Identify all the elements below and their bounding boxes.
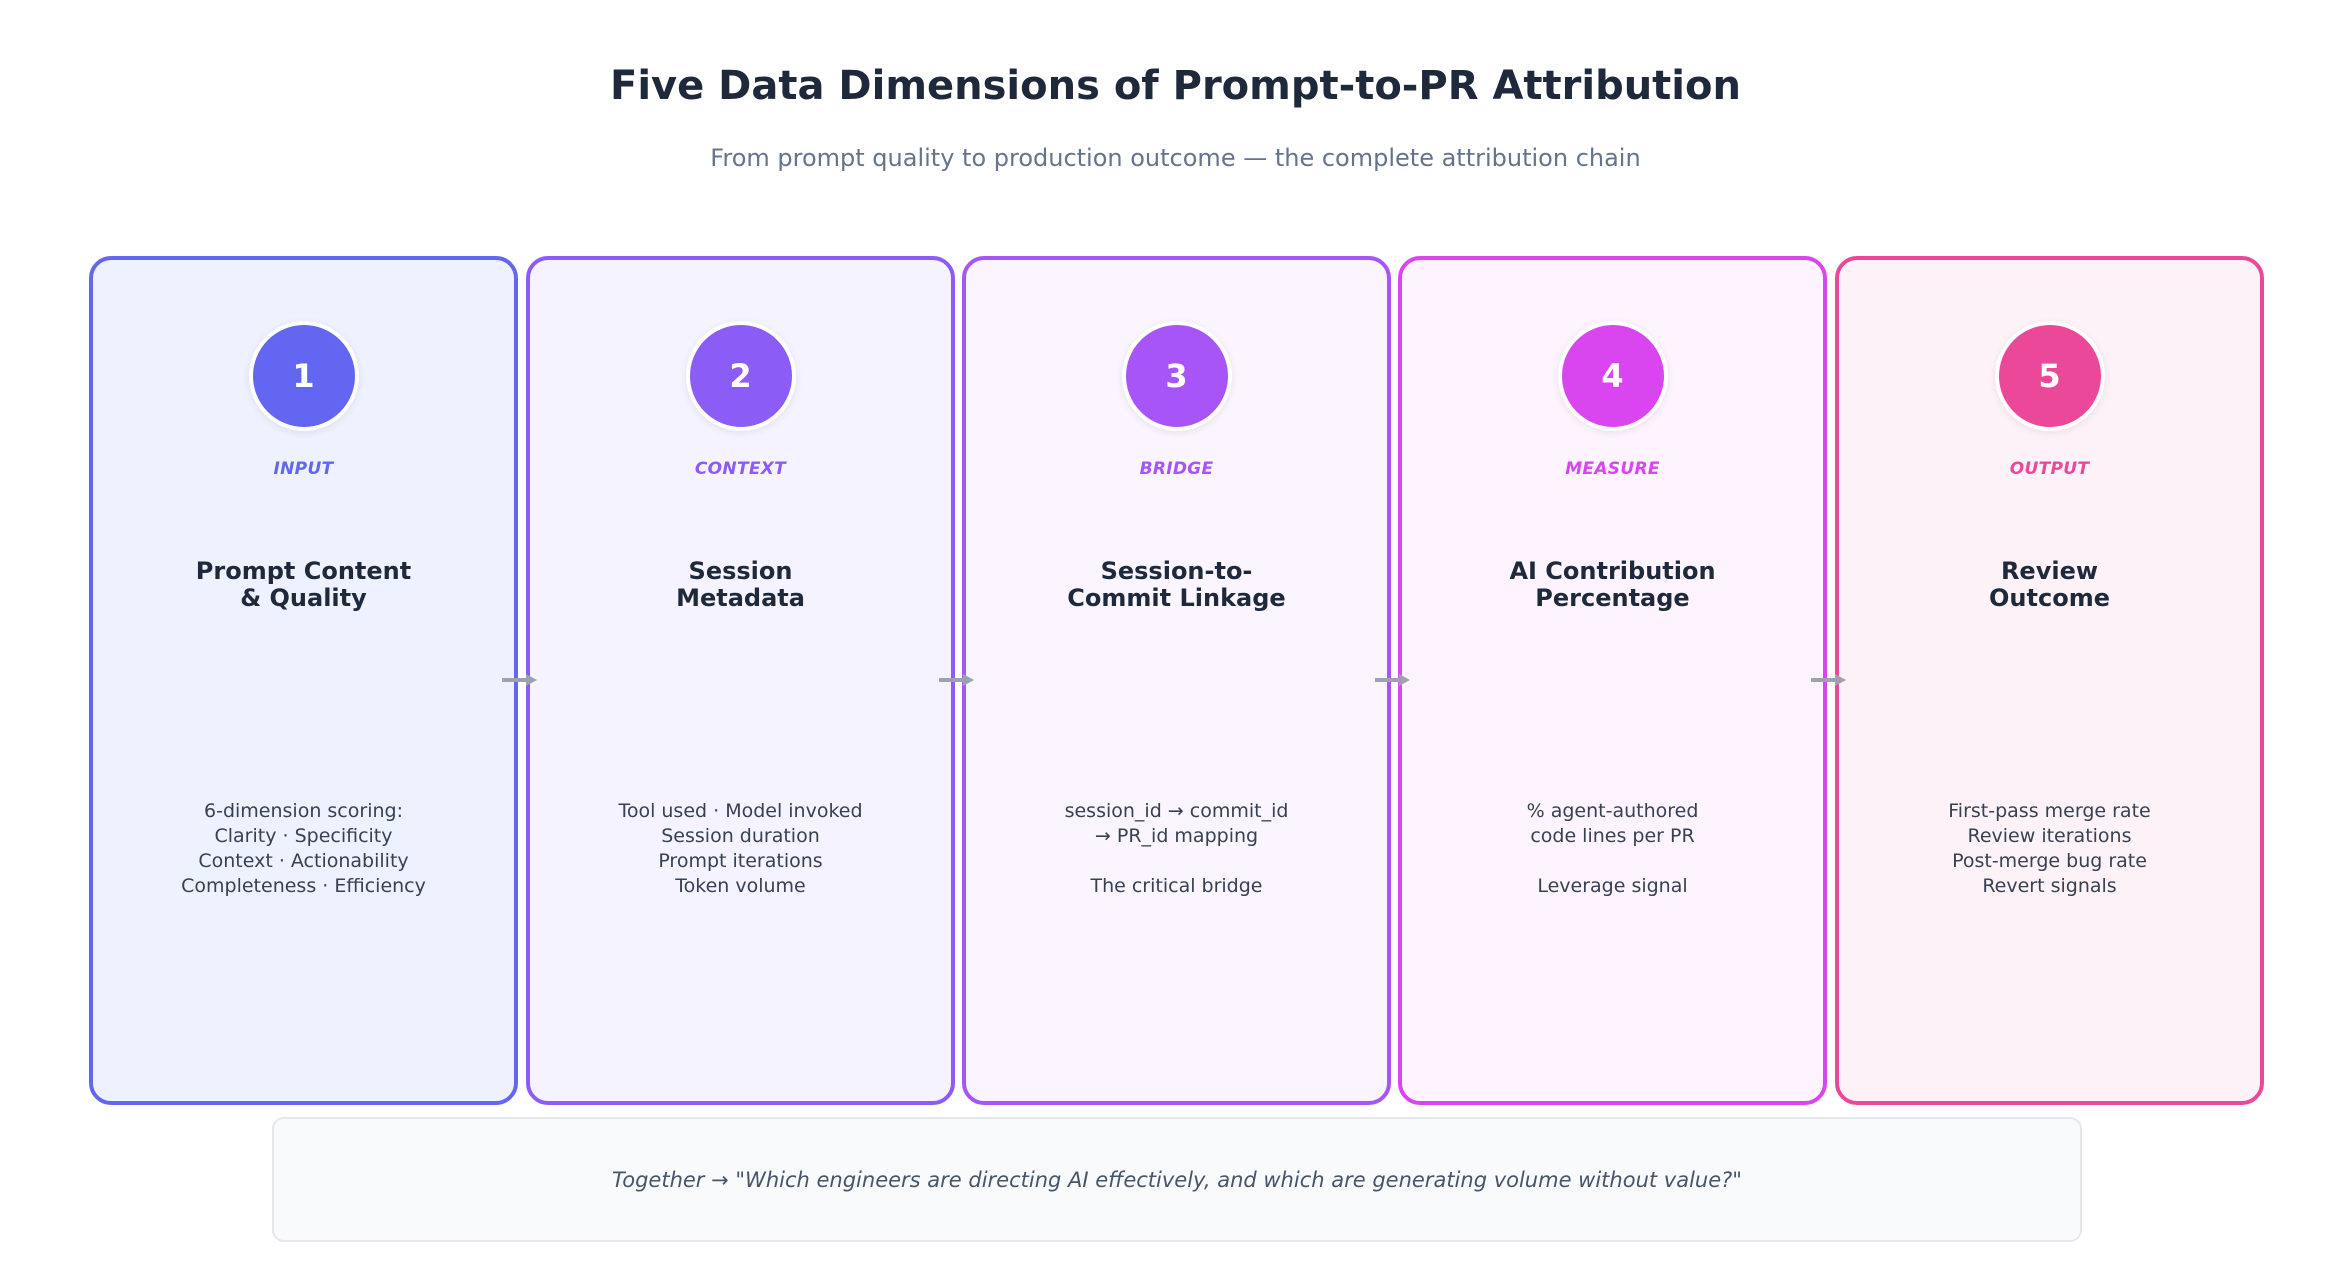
dimension-card-measure: 4 MEASURE AI Contribution Percentage % a…: [1398, 256, 1827, 1105]
card-description-line: Session duration: [661, 825, 820, 847]
card-description: Tool used · Model invoked Session durati…: [530, 799, 951, 899]
dimension-card-bridge: 3 BRIDGE Session-to- Commit Linkage sess…: [962, 256, 1391, 1105]
card-title-line: AI Contribution: [1509, 557, 1716, 585]
card-title-line: Metadata: [676, 584, 805, 612]
step-number: 4: [1601, 357, 1624, 395]
card-title: Prompt Content & Quality: [93, 558, 514, 612]
summary-text: Together → "Which engineers are directin…: [612, 1167, 1742, 1192]
card-description-line: Tool used · Model invoked: [618, 800, 863, 822]
card-description-line: Review iterations: [1967, 825, 2132, 847]
stage-label: INPUT: [273, 459, 334, 479]
stage-label: MEASURE: [1565, 459, 1660, 479]
card-title-line: & Quality: [240, 584, 367, 612]
step-number: 3: [1165, 357, 1188, 395]
card-description-line: Leverage signal: [1537, 875, 1688, 897]
card-description-line: Token volume: [675, 875, 806, 897]
dimension-card-output: 5 OUTPUT Review Outcome First-pass merge…: [1835, 256, 2264, 1105]
page-title: Five Data Dimensions of Prompt-to-PR Att…: [610, 63, 1741, 109]
card-title-line: Prompt Content: [195, 557, 412, 585]
card-description-line: [1402, 849, 1823, 874]
step-number-badge: 3: [1121, 321, 1232, 431]
arrow-right-icon: [1811, 672, 1847, 688]
arrow-right-icon: [502, 672, 538, 688]
card-description-line: Prompt iterations: [658, 850, 823, 872]
card-title-line: Session: [688, 557, 793, 585]
stage-label: OUTPUT: [2009, 459, 2090, 479]
stage-label: BRIDGE: [1139, 459, 1214, 479]
card-description-line: Completeness · Efficiency: [181, 875, 426, 897]
page-subtitle: From prompt quality to production outcom…: [710, 144, 1641, 172]
arrow-right-icon: [939, 672, 975, 688]
card-description-line: Clarity · Specificity: [214, 825, 393, 847]
card-description: 6-dimension scoring: Clarity · Specifici…: [93, 799, 514, 899]
card-title: Session-to- Commit Linkage: [966, 558, 1387, 612]
card-description-line: code lines per PR: [1530, 825, 1695, 847]
card-description-line: → PR_id mapping: [1094, 825, 1259, 847]
step-number: 2: [729, 357, 752, 395]
step-number: 1: [292, 357, 315, 395]
step-number-badge: 5: [1994, 321, 2105, 431]
card-description-line: [966, 849, 1387, 874]
card-title-line: Review: [2000, 557, 2099, 585]
step-number-badge: 4: [1557, 321, 1668, 431]
card-description-line: Post-merge bug rate: [1952, 850, 2147, 872]
card-description: First-pass merge rate Review iterations …: [1839, 799, 2260, 899]
card-description: % agent-authored code lines per PR Lever…: [1402, 799, 1823, 899]
dimension-card-context: 2 CONTEXT Session Metadata Tool used · M…: [526, 256, 955, 1105]
card-title-line: Outcome: [1989, 584, 2110, 612]
card-description-line: Revert signals: [1982, 875, 2117, 897]
card-description-line: session_id → commit_id: [1064, 800, 1289, 822]
card-description-line: Context · Actionability: [198, 850, 409, 872]
card-description-line: % agent-authored: [1526, 800, 1699, 822]
card-title: Review Outcome: [1839, 558, 2260, 612]
card-title-line: Commit Linkage: [1067, 584, 1286, 612]
card-title-line: Session-to-: [1100, 557, 1253, 585]
card-title: Session Metadata: [530, 558, 951, 612]
dimension-card-input: 1 INPUT Prompt Content & Quality 6-dimen…: [89, 256, 518, 1105]
card-title-line: Percentage: [1535, 584, 1690, 612]
step-number: 5: [2038, 357, 2061, 395]
card-title: AI Contribution Percentage: [1402, 558, 1823, 612]
step-number-badge: 1: [248, 321, 359, 431]
card-description-line: 6-dimension scoring:: [204, 800, 403, 822]
stage-label: CONTEXT: [694, 459, 787, 479]
arrow-right-icon: [1375, 672, 1411, 688]
card-description-line: The critical bridge: [1090, 875, 1263, 897]
card-description: session_id → commit_id → PR_id mapping T…: [966, 799, 1387, 899]
step-number-badge: 2: [685, 321, 796, 431]
summary-callout: Together → "Which engineers are directin…: [272, 1117, 2082, 1242]
card-description-line: First-pass merge rate: [1948, 800, 2151, 822]
